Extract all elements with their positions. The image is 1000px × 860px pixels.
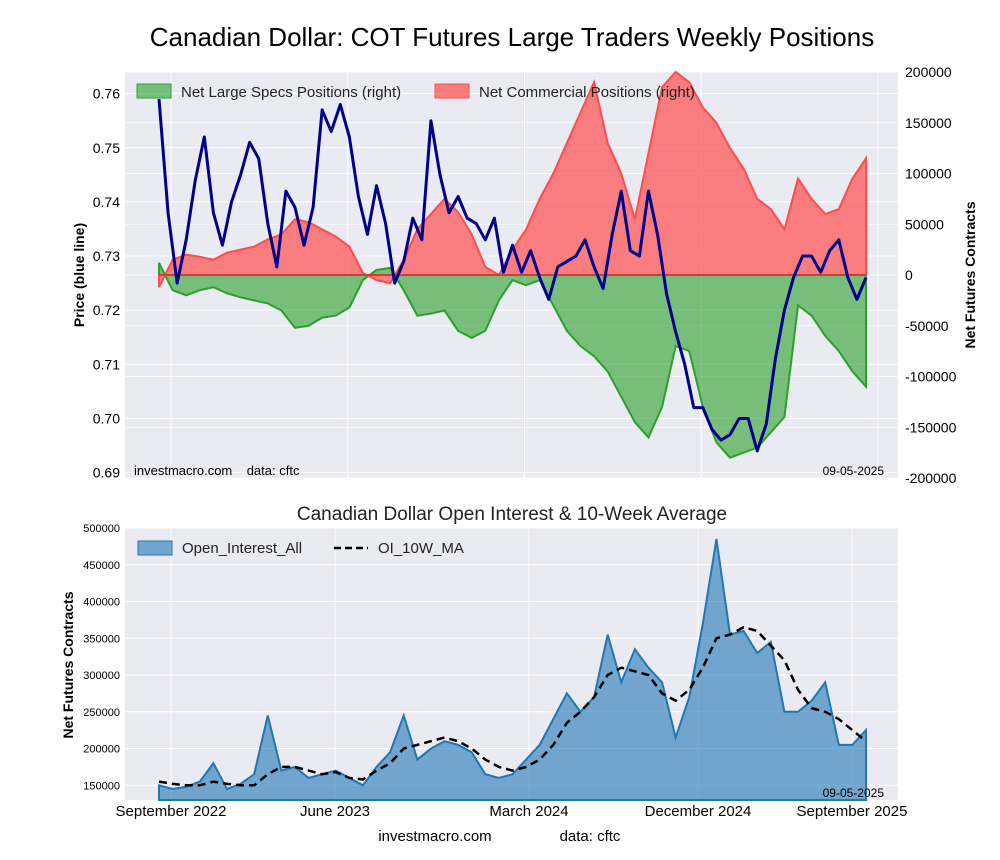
top-watermark: investmacro.com data: cftc bbox=[134, 463, 300, 478]
bottom-x-tick-label: September 2025 bbox=[797, 803, 908, 820]
bottom-legend: Open_Interest_All OI_10W_MA bbox=[137, 540, 464, 557]
top-left-tick-label: 0.70 bbox=[93, 410, 120, 426]
bottom-x-tick-label: September 2022 bbox=[116, 803, 227, 820]
top-left-tick-label: 0.76 bbox=[93, 86, 120, 102]
bottom-y-axis-label: Net Futures Contracts bbox=[60, 591, 76, 738]
top-right-tick-label: -100000 bbox=[905, 369, 957, 385]
legend-label-specs: Net Large Specs Positions (right) bbox=[181, 84, 401, 101]
legend-swatch-open-interest bbox=[137, 540, 173, 556]
net-specs-area bbox=[158, 262, 867, 459]
legend-label-ma: OI_10W_MA bbox=[378, 540, 464, 557]
oi-ma-line bbox=[158, 625, 867, 787]
price-line bbox=[157, 98, 868, 453]
bottom-y-tick-label: 450000 bbox=[83, 560, 120, 572]
top-right-tick-label: -200000 bbox=[905, 470, 957, 486]
bottom-x-tick-label: June 2023 bbox=[300, 803, 370, 820]
bottom-x-tick-label: March 2024 bbox=[489, 803, 568, 820]
top-right-tick-label: 100000 bbox=[905, 166, 952, 182]
bottom-y-ticks: 500000 450000 400000 350000 300000 250000 2000… bbox=[83, 523, 120, 792]
bottom-date-label: 09-05-2025 bbox=[823, 786, 885, 800]
top-price-line bbox=[157, 98, 868, 453]
top-legend: Net Large Specs Positions (right) Net Co… bbox=[136, 83, 695, 101]
legend-swatch-specs bbox=[136, 83, 172, 99]
top-right-tick-label: 50000 bbox=[905, 216, 944, 232]
bottom-x-ticks: September 2022 June 2023 March 2024 Decembe… bbox=[116, 803, 908, 820]
top-right-tick-label: -150000 bbox=[905, 419, 957, 435]
bottom-chart-title: Canadian Dollar Open Interest & 10-Week … bbox=[297, 504, 727, 525]
figure-title: Canadian Dollar: COT Futures Large Trade… bbox=[150, 22, 874, 52]
legend-swatch-commercial bbox=[434, 83, 470, 99]
top-left-tick-label: 0.75 bbox=[93, 140, 120, 156]
top-right-axis-label: Net Futures Contracts bbox=[962, 201, 978, 348]
footer-source: investmacro.com bbox=[378, 828, 491, 845]
top-left-axis-ticks: 0.69 0.70 0.71 0.72 0.73 0.74 0.75 0.76 bbox=[93, 86, 120, 481]
price-positions-chart: 0.69 0.70 0.71 0.72 0.73 0.74 0.75 0.76 200000 1… bbox=[71, 64, 978, 486]
bottom-y-tick-label: 500000 bbox=[83, 523, 120, 535]
top-left-tick-label: 0.71 bbox=[93, 356, 120, 372]
top-left-tick-label: 0.73 bbox=[93, 248, 120, 264]
legend-label-open-interest: Open_Interest_All bbox=[182, 540, 302, 557]
top-left-axis-label: Price (blue line) bbox=[71, 223, 87, 327]
legend-label-commercial: Net Commercial Positions (right) bbox=[479, 84, 695, 101]
top-right-tick-label: 0 bbox=[905, 267, 913, 283]
bottom-ma-line bbox=[158, 625, 867, 787]
bottom-y-tick-label: 250000 bbox=[83, 707, 120, 719]
top-date-label: 09-05-2025 bbox=[823, 464, 885, 478]
top-left-tick-label: 0.72 bbox=[93, 302, 120, 318]
bottom-y-tick-label: 150000 bbox=[83, 780, 120, 792]
bottom-x-tick-label: December 2024 bbox=[645, 803, 752, 820]
bottom-y-tick-label: 400000 bbox=[83, 597, 120, 609]
top-right-axis-ticks: 200000 150000 100000 50000 0 -50000 -100000 -15… bbox=[905, 64, 957, 486]
top-right-tick-label: 200000 bbox=[905, 64, 952, 80]
top-left-tick-label: 0.69 bbox=[93, 465, 120, 481]
bottom-y-tick-label: 200000 bbox=[83, 744, 120, 756]
bottom-y-tick-label: 300000 bbox=[83, 670, 120, 682]
top-right-tick-label: 150000 bbox=[905, 115, 952, 131]
footer-data: data: cftc bbox=[560, 828, 621, 845]
open-interest-chart: Canadian Dollar Open Interest & 10-Week … bbox=[60, 504, 907, 820]
top-right-tick-label: -50000 bbox=[905, 318, 949, 334]
top-left-tick-label: 0.74 bbox=[93, 194, 120, 210]
bottom-y-tick-label: 350000 bbox=[83, 633, 120, 645]
